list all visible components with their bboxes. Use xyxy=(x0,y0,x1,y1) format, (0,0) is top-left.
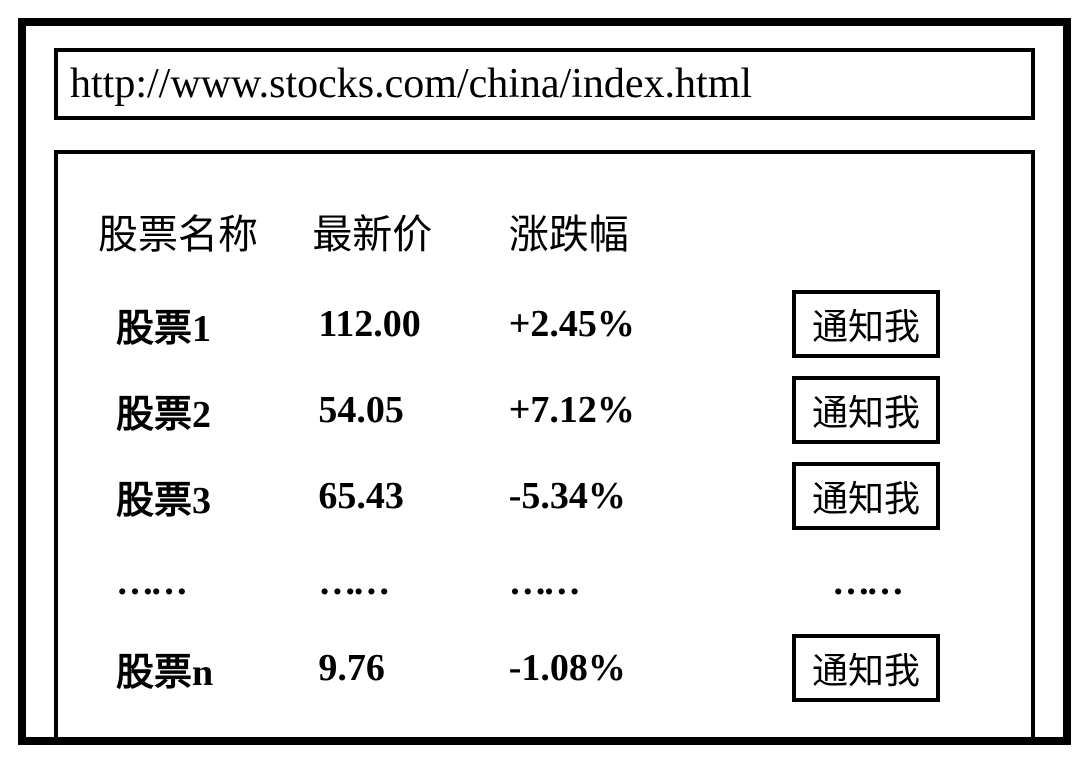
table-row-ellipsis: …… …… …… …… xyxy=(98,548,991,616)
header-name: 股票名称 xyxy=(98,202,312,272)
cell-stock-change: +7.12% xyxy=(509,376,741,444)
cell-ellipsis: …… xyxy=(98,548,312,616)
notify-button[interactable]: 通知我 xyxy=(792,376,940,444)
header-action xyxy=(741,202,991,272)
cell-stock-price: 54.05 xyxy=(312,376,508,444)
notify-button[interactable]: 通知我 xyxy=(792,290,940,358)
cell-ellipsis: …… xyxy=(312,548,508,616)
cell-stock-name: 股票2 xyxy=(98,376,312,444)
cell-stock-change: +2.45% xyxy=(509,290,741,358)
header-price: 最新价 xyxy=(312,202,508,272)
notify-button[interactable]: 通知我 xyxy=(792,634,940,702)
cell-stock-change: -5.34% xyxy=(509,462,741,530)
cell-ellipsis: …… xyxy=(741,548,991,616)
table-row: 股票1 112.00 +2.45% 通知我 xyxy=(98,290,991,358)
table-header-row: 股票名称 最新价 涨跌幅 xyxy=(98,202,991,272)
url-bar[interactable]: http://www.stocks.com/china/index.html xyxy=(54,48,1035,120)
header-change: 涨跌幅 xyxy=(509,202,741,272)
table-row: 股票n 9.76 -1.08% 通知我 xyxy=(98,634,991,702)
cell-stock-change: -1.08% xyxy=(509,634,741,702)
cell-stock-name: 股票3 xyxy=(98,462,312,530)
table-row: 股票3 65.43 -5.34% 通知我 xyxy=(98,462,991,530)
cell-stock-price: 112.00 xyxy=(312,290,508,358)
browser-window-frame: http://www.stocks.com/china/index.html 股… xyxy=(18,18,1071,745)
cell-stock-price: 65.43 xyxy=(312,462,508,530)
cell-ellipsis: …… xyxy=(509,548,741,616)
cell-stock-name: 股票n xyxy=(98,634,312,702)
table-row: 股票2 54.05 +7.12% 通知我 xyxy=(98,376,991,444)
stock-table: 股票名称 最新价 涨跌幅 股票1 112.00 +2.45% 通知我 xyxy=(98,184,991,720)
cell-stock-name: 股票1 xyxy=(98,290,312,358)
cell-stock-price: 9.76 xyxy=(312,634,508,702)
stock-table-panel: 股票名称 最新价 涨跌幅 股票1 112.00 +2.45% 通知我 xyxy=(54,150,1035,744)
url-text: http://www.stocks.com/china/index.html xyxy=(70,61,752,107)
notify-button[interactable]: 通知我 xyxy=(792,462,940,530)
